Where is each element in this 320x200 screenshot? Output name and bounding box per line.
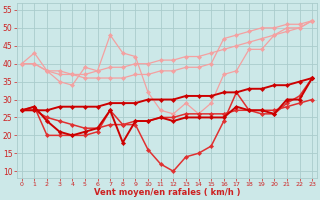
X-axis label: Vent moyen/en rafales ( km/h ): Vent moyen/en rafales ( km/h )	[94, 188, 240, 197]
